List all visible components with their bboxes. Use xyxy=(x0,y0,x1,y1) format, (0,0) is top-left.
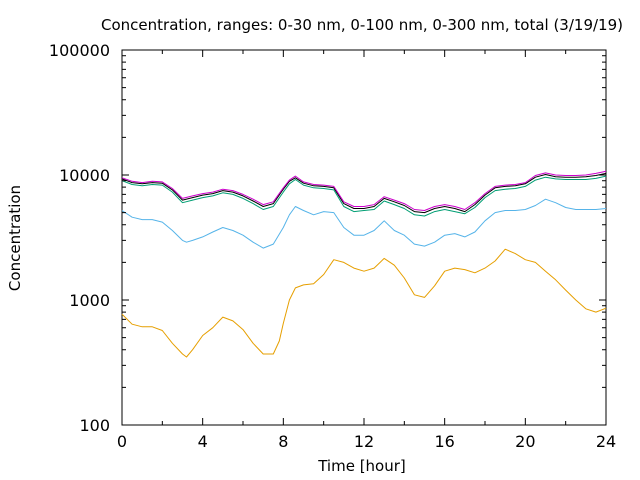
series-line-5 xyxy=(121,170,607,211)
series-line-3 xyxy=(121,175,607,217)
x-tick-label: 12 xyxy=(354,432,374,451)
series-layer xyxy=(121,170,607,358)
chart-title: Concentration, ranges: 0-30 nm, 0-100 nm… xyxy=(101,16,623,34)
series-line-4 xyxy=(121,172,607,214)
x-tick-label: 16 xyxy=(434,432,454,451)
x-tick-label: 8 xyxy=(278,432,288,451)
x-tick-label: 24 xyxy=(596,432,616,451)
y-axis: 100 1000 10000 100000 xyxy=(49,41,606,435)
x-axis: 0 4 8 12 16 20 24 xyxy=(117,50,616,451)
y-axis-title: Concentration xyxy=(6,185,24,291)
series-line-1 xyxy=(121,248,607,358)
y-tick-label: 100 xyxy=(79,416,110,435)
x-axis-title: Time [hour] xyxy=(317,457,406,475)
series-line-2 xyxy=(121,198,607,249)
plot-border xyxy=(121,49,607,426)
y-tick-label: 10000 xyxy=(59,166,110,185)
x-tick-label: 0 xyxy=(117,432,127,451)
y-tick-label: 100000 xyxy=(49,41,110,60)
y-tick-label: 1000 xyxy=(69,291,110,310)
x-tick-label: 4 xyxy=(198,432,208,451)
plot-frame xyxy=(121,49,607,426)
x-tick-label: 20 xyxy=(515,432,535,451)
